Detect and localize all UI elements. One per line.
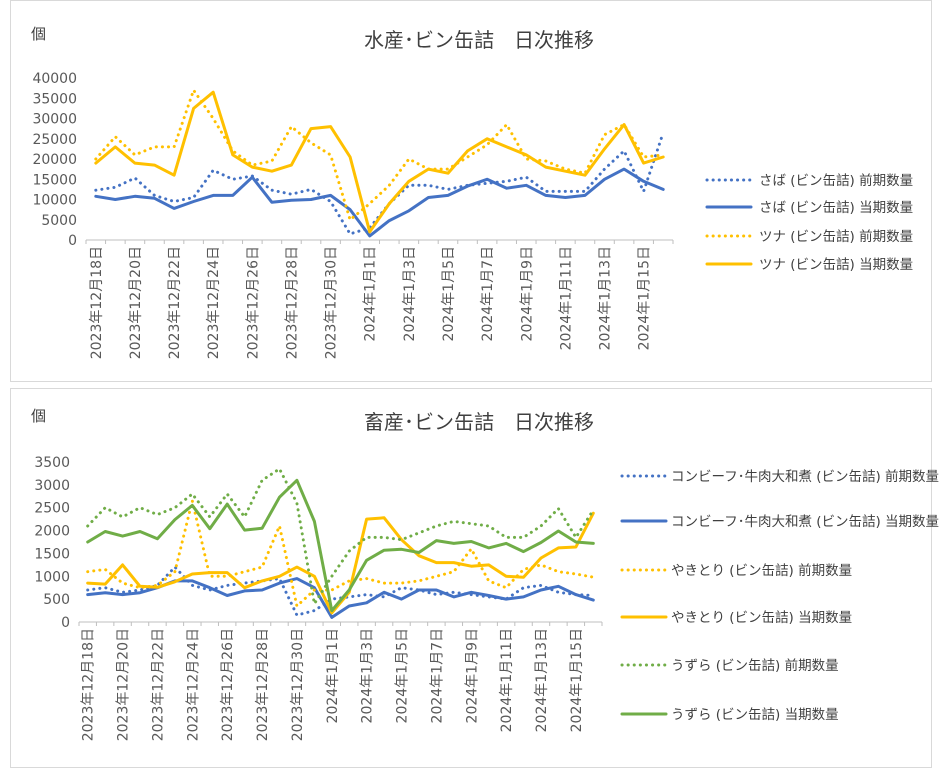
y-tick-label: 20000	[32, 152, 77, 168]
y-tick-label: 25000	[32, 132, 77, 148]
y-tick-label: 30000	[32, 112, 77, 128]
y-tick-label: 500	[43, 592, 70, 608]
y-tick-label: 15000	[32, 172, 77, 188]
legend-label-1: コンビーフ･牛肉大和煮 (ビン缶詰) 当期数量	[671, 514, 939, 530]
legend-label-1: さば (ビン缶詰) 当期数量	[759, 200, 913, 216]
unit-label: 個	[31, 407, 46, 425]
series-lines	[94, 88, 665, 238]
series-line-5	[86, 478, 595, 613]
x-tick-label: 2023年12月30日	[290, 628, 306, 741]
x-tick-label: 2024年1月13日	[534, 628, 550, 732]
chart-title: 水産･ビン缶詰 日次推移	[364, 28, 594, 52]
x-tick-label: 2023年12月26日	[220, 628, 236, 741]
series-line-2	[86, 499, 595, 608]
legend-label-4: うずら (ビン缶詰) 前期数量	[671, 657, 839, 674]
legend-label-0: コンビーフ･牛肉大和煮 (ビン缶詰) 前期数量	[671, 468, 939, 485]
x-tick-label: 2023年12月20日	[128, 246, 144, 359]
y-tick-label: 2000	[34, 524, 70, 540]
unit-label: 個	[31, 25, 46, 43]
series-line-2	[94, 88, 665, 222]
x-tick-label: 2024年1月3日	[360, 628, 376, 723]
y-tick-label: 2500	[34, 501, 70, 517]
series-line-0	[86, 565, 595, 617]
x-tick-label: 2024年1月15日	[569, 628, 585, 732]
y-axis-ticks: 0 5000 10000 15000 20000 25000 30000 35000 40000	[32, 71, 77, 249]
legend-label-0: さば (ビン缶詰) 前期数量	[759, 172, 913, 189]
x-axis: 2023年12月18日 2023年12月20日 2023年12月22日 2023年12…	[78, 621, 603, 741]
x-tick-label: 2024年1月5日	[395, 628, 411, 723]
x-tick-label: 2023年12月22日	[167, 246, 183, 359]
x-tick-label: 2024年1月7日	[429, 628, 445, 723]
series-line-3	[94, 90, 665, 234]
legend-label-3: やきとり (ビン缶詰) 当期数量	[671, 610, 852, 626]
x-tick-label: 2024年1月11日	[558, 246, 574, 350]
y-tick-label: 5000	[41, 213, 77, 229]
y-tick-label: 3000	[34, 478, 70, 494]
y-tick-label: 0	[61, 615, 70, 631]
x-tick-label: 2023年12月28日	[284, 246, 300, 359]
series-line-1	[94, 167, 665, 238]
x-tick-label: 2023年12月20日	[116, 628, 132, 741]
y-axis-ticks: 0 500 1000 1500 2000 2500 3000 3500	[34, 455, 70, 631]
y-tick-label: 3500	[34, 455, 70, 471]
y-tick-label: 0	[68, 233, 77, 249]
x-tick-label: 2023年12月18日	[89, 246, 105, 359]
legend-label-3: ツナ (ビン缶詰) 当期数量	[759, 257, 913, 273]
chart-title: 畜産･ビン缶詰 日次推移	[364, 410, 594, 434]
legend-label-2: やきとり (ビン缶詰) 前期数量	[671, 562, 852, 579]
x-tick-label: 2024年1月13日	[598, 246, 614, 350]
x-tick-label: 2024年1月1日	[363, 246, 379, 341]
series-line-4	[86, 467, 595, 606]
chart-livestock-svg: 個 畜産･ビン缶詰 日次推移 0 500 1000 1500 2000 2500 3000 3…	[31, 407, 939, 741]
x-tick-label: 2024年1月11日	[499, 628, 515, 732]
x-tick-label: 2024年1月5日	[441, 246, 457, 341]
x-tick-label: 2024年1月9日	[519, 246, 535, 341]
x-tick-label: 2023年12月28日	[255, 628, 271, 741]
chart-panel-livestock: 個 畜産･ビン缶詰 日次推移 0 500 1000 1500 2000 2500 3000 3…	[10, 388, 939, 768]
x-tick-label: 2023年12月30日	[324, 246, 340, 359]
x-tick-label: 2024年1月1日	[325, 628, 341, 723]
legend-label-2: ツナ (ビン缶詰) 前期数量	[759, 228, 913, 245]
y-tick-label: 1500	[34, 546, 70, 562]
x-tick-label: 2023年12月24日	[206, 246, 222, 359]
chart-panel-marine: 個 水産･ビン缶詰 日次推移 0 5000 10000 15000 20000 25000…	[10, 0, 932, 382]
x-tick-label: 2024年1月3日	[402, 246, 418, 341]
x-tick-label: 2023年12月22日	[150, 628, 166, 741]
x-tick-label: 2024年1月7日	[480, 246, 496, 341]
y-tick-label: 1000	[34, 569, 70, 585]
x-tick-label: 2024年1月9日	[464, 628, 480, 723]
chart-marine-svg: 個 水産･ビン缶詰 日次推移 0 5000 10000 15000 20000 25000…	[31, 25, 913, 359]
x-tick-label: 2023年12月24日	[185, 628, 201, 741]
legend-label-5: うずら (ビン缶詰) 当期数量	[671, 707, 839, 723]
series-line-0	[94, 131, 665, 236]
x-tick-label: 2023年12月18日	[81, 628, 97, 741]
y-tick-label: 35000	[32, 91, 77, 107]
series-lines	[86, 467, 595, 619]
x-tick-label: 2023年12月26日	[245, 246, 261, 359]
y-tick-label: 10000	[32, 193, 77, 209]
x-axis: 2023年12月18日 2023年12月20日 2023年12月22日 2023年12…	[85, 239, 674, 359]
y-tick-label: 40000	[32, 71, 77, 87]
x-tick-label: 2024年1月15日	[637, 246, 653, 350]
